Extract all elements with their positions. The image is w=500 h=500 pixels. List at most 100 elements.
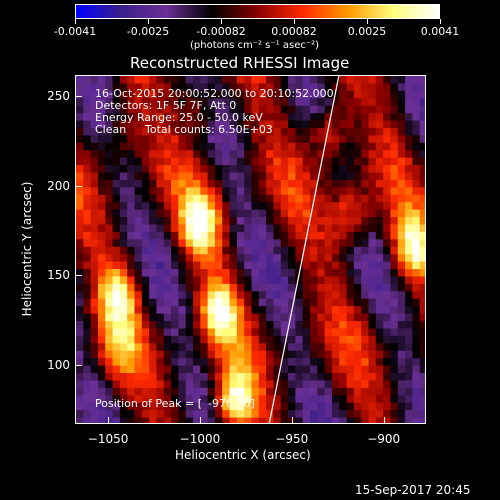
heatmap-cell (412, 402, 421, 411)
heatmap-cell (90, 83, 99, 92)
heatmap-cell (324, 410, 333, 419)
heatmap-cell (258, 298, 267, 307)
heatmap-cell (127, 395, 136, 404)
heatmap-cell (317, 387, 326, 396)
heatmap-cell (419, 105, 425, 114)
heatmap-cell (236, 343, 245, 352)
heatmap-cell (134, 335, 143, 344)
heatmap-cell (368, 113, 377, 122)
heatmap-cell (288, 358, 296, 367)
heatmap-cell (156, 358, 165, 367)
heatmap-cell (368, 246, 377, 255)
heatmap-cell (178, 120, 187, 129)
heatmap-cell (324, 373, 333, 382)
heatmap-cell (390, 90, 399, 99)
heatmap-cell (368, 298, 377, 307)
heatmap-cell (339, 269, 348, 278)
heatmap-cell (324, 194, 333, 203)
heatmap-cell (412, 231, 421, 240)
heatmap-cell (331, 105, 340, 114)
heatmap-cell (361, 239, 370, 248)
heatmap-cell (375, 306, 384, 315)
heatmap-cell (97, 410, 106, 419)
heatmap-cell (76, 142, 84, 151)
heatmap-cell (119, 254, 128, 263)
heatmap-cell (412, 380, 421, 389)
heatmap-cell (361, 224, 370, 233)
heatmap-cell (244, 254, 253, 263)
heatmap-cell (149, 269, 158, 278)
heatmap-cell (105, 202, 114, 211)
heatmap-cell (112, 276, 121, 285)
heatmap-cell (112, 135, 121, 144)
heatmap-cell (163, 76, 172, 85)
heatmap-cell (200, 387, 209, 396)
heatmap-cell (288, 402, 296, 411)
heatmap-cell (112, 127, 121, 137)
heatmap-cell (251, 402, 260, 411)
heatmap-cell (361, 150, 370, 159)
heatmap-cell (90, 187, 99, 196)
heatmap-cell (222, 395, 231, 404)
heatmap-cell (339, 291, 348, 300)
heatmap-cell (90, 209, 99, 218)
heatmap-cell (412, 113, 421, 122)
heatmap-cell (383, 335, 392, 344)
heatmap-cell (76, 157, 84, 166)
heatmap-cell (419, 194, 425, 203)
heatmap-cell (346, 135, 355, 144)
heatmap-cell (258, 157, 267, 166)
heatmap-cell (76, 321, 84, 330)
heatmap-cell (163, 127, 172, 137)
heatmap-cell (273, 417, 282, 423)
heatmap-cell (90, 410, 99, 419)
y-tick-label: 200 (47, 178, 70, 193)
heatmap-cell (200, 150, 209, 159)
heatmap-cell (258, 261, 267, 270)
heatmap-cell (171, 83, 179, 92)
heatmap-cell (280, 254, 289, 263)
heatmap-cell (244, 321, 253, 330)
heatmap-cell (214, 165, 223, 174)
heatmap-cell (412, 120, 421, 129)
heatmap-cell (310, 328, 318, 337)
heatmap-cell (368, 194, 377, 203)
heatmap-cell (295, 135, 304, 144)
heatmap-cell (200, 417, 209, 423)
heatmap-cell (310, 313, 318, 322)
heatmap-cell (361, 269, 370, 278)
heatmap-cell (258, 410, 267, 419)
heatmap-cell (76, 343, 84, 352)
heatmap-cell (339, 172, 348, 181)
heatmap-cell (200, 202, 209, 211)
heatmap-cell (141, 239, 150, 248)
heatmap-cell (229, 380, 238, 389)
heatmap-cell (331, 202, 340, 211)
heatmap-cell (149, 373, 158, 382)
heatmap-cell (339, 321, 348, 330)
heatmap-cell (346, 209, 355, 218)
heatmap-cell (119, 395, 128, 404)
heatmap-cell (105, 135, 114, 144)
heatmap-cell (163, 291, 172, 300)
heatmap-cell (288, 150, 296, 159)
heatmap-cell (222, 306, 231, 315)
heatmap-cell (171, 172, 179, 181)
heatmap-cell (258, 306, 267, 315)
heatmap-cell (90, 395, 99, 404)
heatmap-cell (90, 127, 99, 137)
heatmap-cell (119, 172, 128, 181)
heatmap-cell (90, 283, 99, 292)
heatmap-cell (141, 365, 150, 374)
heatmap-cell (149, 105, 158, 114)
heatmap-cell (258, 343, 267, 352)
heatmap-cell (156, 217, 165, 226)
heatmap-cell (178, 269, 187, 278)
heatmap-cell (331, 217, 340, 226)
heatmap-cell (397, 321, 406, 330)
heatmap-cell (280, 76, 289, 85)
heatmap-cell (397, 98, 406, 107)
heatmap-cell (324, 127, 333, 137)
heatmap-cell (361, 365, 370, 374)
heatmap-cell (163, 335, 172, 344)
